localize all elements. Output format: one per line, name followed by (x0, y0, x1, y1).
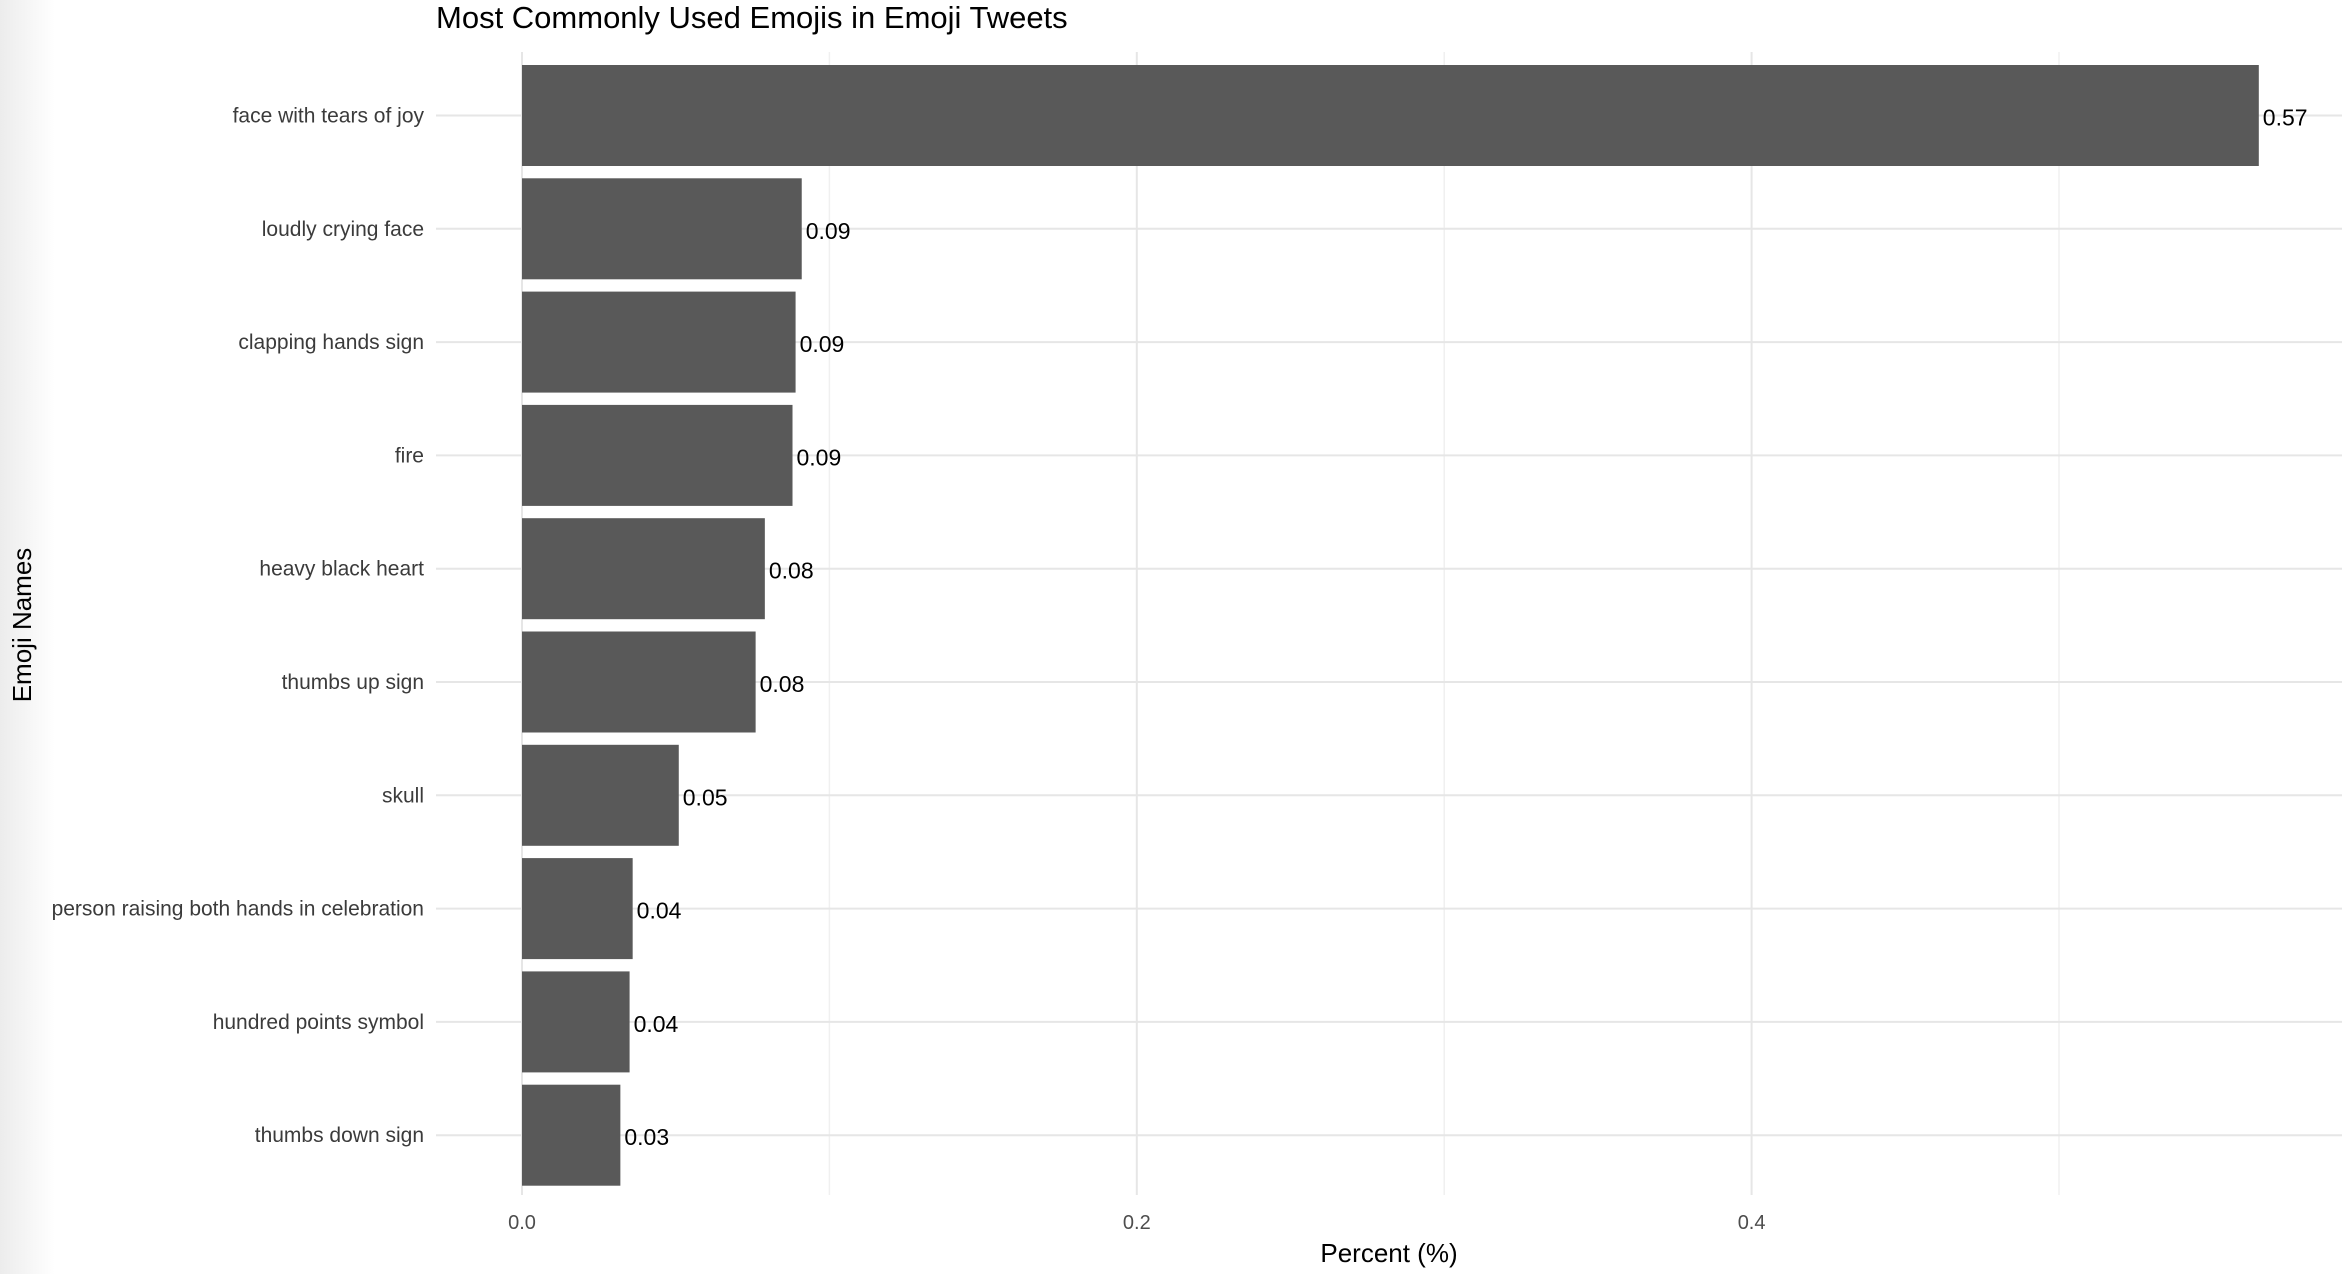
category-label: clapping hands sign (238, 331, 424, 354)
x-tick-label: 0.0 (508, 1212, 536, 1234)
left-edge-shade (0, 0, 55, 1274)
bar-thumbs-down-sign (522, 1084, 621, 1186)
bar-layer (522, 65, 2259, 1186)
bar-heavy-black-heart (522, 518, 765, 620)
y-axis-title: Emoji Names (7, 548, 37, 703)
value-label: 0.09 (800, 331, 845, 357)
label-layer: 0.0 0.2 0.4 face with tears of joy 0.57 loudl… (52, 105, 2308, 1235)
chart-title: Most Commonly Used Emojis in Emoji Tweet… (436, 0, 1068, 35)
bar-skull (522, 744, 679, 846)
value-label: 0.04 (634, 1011, 679, 1037)
value-label: 0.03 (624, 1124, 669, 1150)
value-label: 0.08 (769, 558, 814, 584)
bar-loudly-crying-face (522, 178, 802, 280)
value-label: 0.08 (760, 671, 805, 697)
category-label: face with tears of joy (233, 105, 425, 128)
bar-clapping-hands-sign (522, 291, 796, 393)
bar-fire (522, 404, 793, 506)
category-label: fire (395, 444, 424, 467)
value-label: 0.09 (797, 444, 842, 470)
x-axis-title: Percent (%) (1320, 1238, 1457, 1268)
bar-thumbs-up-sign (522, 631, 756, 733)
x-tick-label: 0.2 (1123, 1212, 1151, 1234)
bar-person-raising-both-hands-in-celebration (522, 858, 633, 960)
category-label: skull (382, 784, 424, 807)
category-label: person raising both hands in celebration (52, 898, 424, 921)
value-label: 0.57 (2263, 105, 2308, 131)
x-tick-label: 0.4 (1738, 1212, 1766, 1234)
bar-face-with-tears-of-joy (522, 65, 2259, 166)
value-label: 0.09 (806, 218, 851, 244)
category-label: heavy black heart (259, 558, 424, 581)
category-label: loudly crying face (262, 218, 424, 241)
value-label: 0.05 (683, 784, 728, 810)
category-label: thumbs down sign (255, 1124, 424, 1147)
bar-hundred-points-symbol (522, 971, 630, 1073)
value-label: 0.04 (637, 898, 682, 924)
category-label: hundred points symbol (213, 1011, 424, 1034)
category-label: thumbs up sign (282, 671, 424, 694)
